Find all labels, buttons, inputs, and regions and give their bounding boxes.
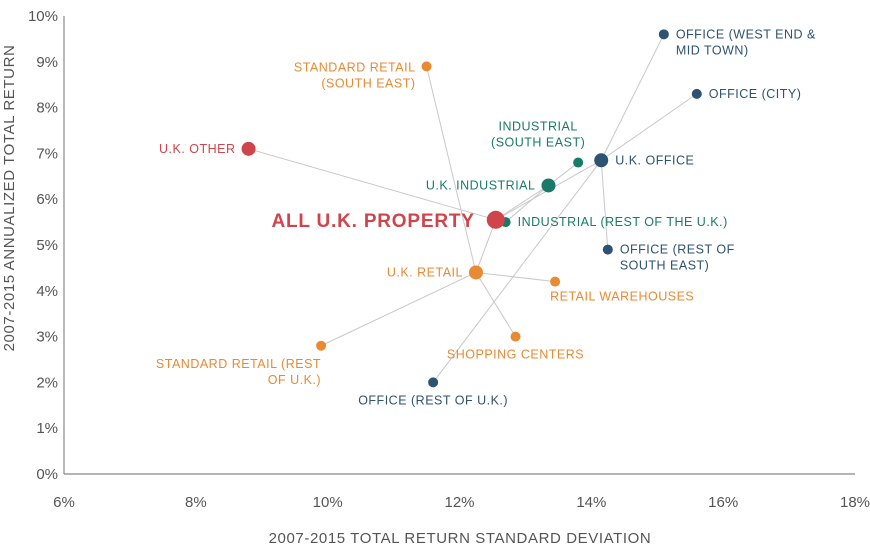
label-office-rest-south-east: OFFICE (REST OF SOUTH EAST) — [620, 243, 735, 273]
label-uk-retail: U.K. RETAIL — [387, 265, 463, 279]
label-line: (SOUTH EAST) — [321, 76, 415, 90]
label-shopping-centers: SHOPPING CENTERS — [447, 348, 584, 362]
label-line: INDUSTRIAL (REST OF THE U.K.) — [518, 215, 728, 229]
y-tick-label: 1% — [36, 420, 58, 437]
point-retail-warehouses — [550, 276, 561, 287]
connector-line — [320, 272, 477, 347]
connector-line — [475, 272, 516, 337]
label-line: INDUSTRIAL — [498, 120, 577, 134]
x-tick-labels: 6% 8% 10% 12% 14% 16% 18% — [53, 494, 870, 511]
point-all-uk-property — [486, 210, 505, 229]
x-axis-title: 2007-2015 TOTAL RETURN STANDARD DEVIATIO… — [269, 530, 652, 547]
connector-line — [432, 159, 602, 383]
label-retail-warehouses: RETAIL WAREHOUSES — [550, 290, 694, 304]
x-tick-label: 16% — [708, 494, 738, 511]
point-standard-retail-rest-uk — [316, 340, 327, 351]
label-line: U.K. OTHER — [159, 142, 236, 156]
point-office-west-end — [658, 29, 669, 40]
label-standard-retail-south-east: STANDARD RETAIL (SOUTH EAST) — [294, 60, 416, 90]
label-industrial-south-east: INDUSTRIAL (SOUTH EAST) — [491, 120, 585, 150]
y-axis-title: 2007-2015 ANNUALIZED TOTAL RETURN — [1, 45, 18, 352]
point-uk-retail — [468, 265, 483, 280]
label-line: ALL U.K. PROPERTY — [271, 211, 474, 232]
data-points — [241, 29, 702, 388]
label-line: OFFICE (REST OF — [620, 243, 735, 257]
point-uk-industrial — [541, 178, 556, 193]
label-line: MID TOWN) — [676, 43, 749, 57]
label-line: SOUTH EAST) — [620, 259, 710, 273]
connector-line — [600, 93, 698, 161]
x-tick-label: 6% — [53, 494, 75, 511]
axes — [63, 16, 855, 475]
label-line: U.K. OFFICE — [615, 153, 694, 167]
label-line: OFFICE (REST OF U.K.) — [358, 393, 508, 407]
label-line: STANDARD RETAIL — [294, 60, 416, 74]
point-uk-office — [594, 153, 609, 168]
point-uk-other — [241, 141, 256, 156]
x-tick-label: 12% — [444, 494, 474, 511]
connector-line — [495, 185, 549, 221]
y-tick-label: 7% — [36, 145, 58, 162]
point-office-rest-south-east — [602, 244, 613, 255]
point-standard-retail-south-east — [421, 61, 432, 72]
label-uk-industrial: U.K. INDUSTRIAL — [426, 178, 536, 192]
label-office-city: OFFICE (CITY) — [709, 87, 802, 101]
label-line: (SOUTH EAST) — [491, 136, 585, 150]
point-office-city — [691, 88, 702, 99]
label-line: OFFICE (CITY) — [709, 87, 802, 101]
connector-line — [248, 148, 496, 221]
x-tick-label: 14% — [576, 494, 606, 511]
x-tick-label: 8% — [185, 494, 207, 511]
x-tick-label: 10% — [313, 494, 343, 511]
label-line: U.K. INDUSTRIAL — [426, 178, 536, 192]
label-line: STANDARD RETAIL (REST — [156, 357, 321, 371]
label-line: OF U.K.) — [268, 373, 321, 387]
label-uk-other: U.K. OTHER — [159, 142, 236, 156]
y-tick-label: 3% — [36, 329, 58, 346]
x-tick-label: 18% — [840, 494, 870, 511]
label-line: OFFICE (WEST END & — [676, 27, 816, 41]
label-all-uk-property: ALL U.K. PROPERTY — [271, 211, 474, 232]
y-tick-label: 2% — [36, 374, 58, 391]
y-tick-labels: 0% 1% 2% 3% 4% 5% 6% 7% 8% 9% 10% — [28, 8, 58, 483]
y-tick-label: 4% — [36, 283, 58, 300]
label-standard-retail-rest-uk: STANDARD RETAIL (REST OF U.K.) — [156, 357, 321, 387]
y-tick-label: 8% — [36, 100, 58, 117]
label-line: U.K. RETAIL — [387, 265, 463, 279]
point-labels: ALL U.K. PROPERTY U.K. OTHER U.K. OFFICE OF… — [156, 27, 816, 407]
connector-lines — [248, 34, 698, 383]
connector-line — [600, 34, 665, 161]
y-tick-label: 5% — [36, 237, 58, 254]
connector-line — [475, 271, 556, 283]
point-office-rest-uk — [428, 377, 439, 388]
y-tick-label: 6% — [36, 191, 58, 208]
point-shopping-centers — [510, 331, 521, 342]
y-tick-label: 9% — [36, 54, 58, 71]
label-office-rest-uk: OFFICE (REST OF U.K.) — [358, 393, 508, 407]
point-industrial-south-east — [573, 157, 584, 168]
connector-line — [600, 160, 609, 250]
label-uk-office: U.K. OFFICE — [615, 153, 694, 167]
label-office-west-end: OFFICE (WEST END & MID TOWN) — [676, 27, 816, 57]
y-tick-label: 0% — [36, 466, 58, 483]
y-tick-label: 10% — [28, 8, 58, 25]
label-industrial-rest-uk: INDUSTRIAL (REST OF THE U.K.) — [518, 215, 728, 229]
connector-line — [505, 185, 549, 223]
label-line: RETAIL WAREHOUSES — [550, 290, 694, 304]
connector-line — [475, 219, 497, 273]
label-line: SHOPPING CENTERS — [447, 348, 584, 362]
connector-line — [426, 66, 477, 273]
